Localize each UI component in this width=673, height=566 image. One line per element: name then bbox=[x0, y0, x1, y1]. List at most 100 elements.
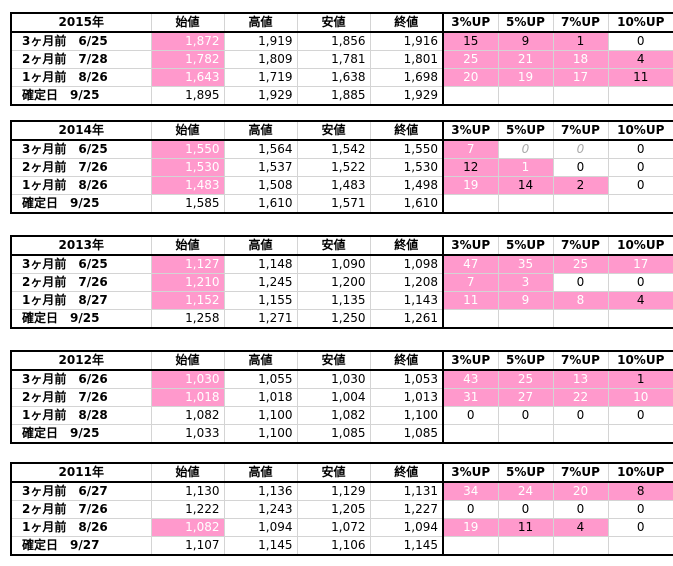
cell-up10[interactable]: 17 bbox=[608, 255, 673, 274]
row-label[interactable]: 3ヶ月前 6/27 bbox=[11, 482, 152, 501]
cell-up3[interactable]: 7 bbox=[442, 273, 499, 292]
cell-up5[interactable]: 9 bbox=[498, 32, 554, 51]
cell-up3[interactable]: 15 bbox=[442, 32, 499, 51]
row-label[interactable]: 確定日 9/27 bbox=[11, 536, 152, 556]
cell-up10[interactable]: 10 bbox=[608, 388, 673, 407]
row-label[interactable]: 2ヶ月前 7/26 bbox=[11, 388, 152, 407]
cell-up7[interactable] bbox=[553, 309, 609, 329]
cell-up3[interactable]: 12 bbox=[442, 158, 499, 177]
row-label[interactable]: 2ヶ月前 7/26 bbox=[11, 158, 152, 177]
column-header[interactable]: 10%UP bbox=[608, 236, 673, 256]
column-header[interactable]: 高値 bbox=[224, 351, 298, 371]
cell-up5[interactable]: 21 bbox=[498, 50, 554, 69]
column-header[interactable]: 終値 bbox=[370, 463, 444, 483]
column-header[interactable]: 終値 bbox=[370, 121, 444, 141]
cell-close[interactable]: 1,261 bbox=[370, 309, 444, 329]
cell-high[interactable]: 1,094 bbox=[224, 518, 298, 537]
cell-up7[interactable]: 17 bbox=[553, 68, 609, 87]
cell-low[interactable]: 1,135 bbox=[297, 291, 371, 310]
cell-up10[interactable]: 0 bbox=[608, 158, 673, 177]
cell-up5[interactable]: 0 bbox=[498, 406, 554, 425]
cell-up5[interactable]: 19 bbox=[498, 68, 554, 87]
cell-open[interactable]: 1,872 bbox=[151, 32, 225, 51]
column-header[interactable]: 始値 bbox=[151, 13, 225, 33]
cell-high[interactable]: 1,929 bbox=[224, 86, 298, 106]
cell-low[interactable]: 1,571 bbox=[297, 194, 371, 214]
cell-open[interactable]: 1,895 bbox=[151, 86, 225, 106]
cell-up10[interactable]: 0 bbox=[608, 176, 673, 195]
cell-low[interactable]: 1,085 bbox=[297, 424, 371, 444]
cell-up3[interactable]: 0 bbox=[442, 406, 499, 425]
cell-low[interactable]: 1,082 bbox=[297, 406, 371, 425]
cell-up7[interactable]: 18 bbox=[553, 50, 609, 69]
cell-close[interactable]: 1,929 bbox=[370, 86, 444, 106]
cell-up5[interactable] bbox=[498, 424, 554, 444]
row-label[interactable]: 3ヶ月前 6/26 bbox=[11, 370, 152, 389]
cell-high[interactable]: 1,243 bbox=[224, 500, 298, 519]
cell-up3[interactable]: 7 bbox=[442, 140, 499, 159]
cell-high[interactable]: 1,145 bbox=[224, 536, 298, 556]
cell-up7[interactable]: 22 bbox=[553, 388, 609, 407]
cell-low[interactable]: 1,004 bbox=[297, 388, 371, 407]
cell-up3[interactable]: 20 bbox=[442, 68, 499, 87]
cell-up7[interactable] bbox=[553, 536, 609, 556]
cell-up3[interactable]: 25 bbox=[442, 50, 499, 69]
cell-low[interactable]: 1,542 bbox=[297, 140, 371, 159]
cell-high[interactable]: 1,018 bbox=[224, 388, 298, 407]
year-label[interactable]: 2013年 bbox=[11, 236, 152, 256]
cell-up3[interactable] bbox=[442, 424, 499, 444]
row-label[interactable]: 確定日 9/25 bbox=[11, 86, 152, 106]
column-header[interactable]: 安値 bbox=[297, 236, 371, 256]
cell-close[interactable]: 1,227 bbox=[370, 500, 444, 519]
cell-up10[interactable]: 4 bbox=[608, 50, 673, 69]
column-header[interactable]: 3%UP bbox=[442, 351, 499, 371]
cell-low[interactable]: 1,638 bbox=[297, 68, 371, 87]
row-label[interactable]: 3ヶ月前 6/25 bbox=[11, 32, 152, 51]
cell-high[interactable]: 1,564 bbox=[224, 140, 298, 159]
column-header[interactable]: 始値 bbox=[151, 236, 225, 256]
cell-high[interactable]: 1,719 bbox=[224, 68, 298, 87]
year-label[interactable]: 2014年 bbox=[11, 121, 152, 141]
cell-up5[interactable] bbox=[498, 194, 554, 214]
cell-high[interactable]: 1,245 bbox=[224, 273, 298, 292]
column-header[interactable]: 7%UP bbox=[553, 236, 609, 256]
cell-high[interactable]: 1,136 bbox=[224, 482, 298, 501]
column-header[interactable]: 高値 bbox=[224, 463, 298, 483]
cell-open[interactable]: 1,782 bbox=[151, 50, 225, 69]
cell-up5[interactable]: 35 bbox=[498, 255, 554, 274]
cell-up10[interactable]: 0 bbox=[608, 518, 673, 537]
column-header[interactable]: 10%UP bbox=[608, 463, 673, 483]
column-header[interactable]: 始値 bbox=[151, 351, 225, 371]
column-header[interactable]: 安値 bbox=[297, 121, 371, 141]
cell-close[interactable]: 1,916 bbox=[370, 32, 444, 51]
cell-up5[interactable]: 14 bbox=[498, 176, 554, 195]
cell-up3[interactable]: 31 bbox=[442, 388, 499, 407]
cell-high[interactable]: 1,809 bbox=[224, 50, 298, 69]
column-header[interactable]: 5%UP bbox=[498, 121, 554, 141]
column-header[interactable]: 3%UP bbox=[442, 13, 499, 33]
cell-up10[interactable]: 1 bbox=[608, 370, 673, 389]
column-header[interactable]: 始値 bbox=[151, 463, 225, 483]
column-header[interactable]: 安値 bbox=[297, 13, 371, 33]
cell-high[interactable]: 1,100 bbox=[224, 424, 298, 444]
cell-up5[interactable]: 0 bbox=[498, 500, 554, 519]
cell-up7[interactable]: 0 bbox=[553, 500, 609, 519]
row-label[interactable]: 3ヶ月前 6/25 bbox=[11, 255, 152, 274]
cell-open[interactable]: 1,643 bbox=[151, 68, 225, 87]
cell-open[interactable]: 1,222 bbox=[151, 500, 225, 519]
cell-up7[interactable]: 0 bbox=[553, 140, 609, 159]
cell-high[interactable]: 1,148 bbox=[224, 255, 298, 274]
cell-low[interactable]: 1,250 bbox=[297, 309, 371, 329]
column-header[interactable]: 5%UP bbox=[498, 236, 554, 256]
cell-open[interactable]: 1,483 bbox=[151, 176, 225, 195]
cell-up10[interactable] bbox=[608, 309, 673, 329]
cell-open[interactable]: 1,210 bbox=[151, 273, 225, 292]
column-header[interactable]: 10%UP bbox=[608, 351, 673, 371]
cell-close[interactable]: 1,013 bbox=[370, 388, 444, 407]
cell-close[interactable]: 1,085 bbox=[370, 424, 444, 444]
cell-up3[interactable]: 47 bbox=[442, 255, 499, 274]
cell-high[interactable]: 1,055 bbox=[224, 370, 298, 389]
column-header[interactable]: 7%UP bbox=[553, 13, 609, 33]
row-label[interactable]: 1ヶ月前 8/26 bbox=[11, 68, 152, 87]
cell-up10[interactable]: 0 bbox=[608, 406, 673, 425]
